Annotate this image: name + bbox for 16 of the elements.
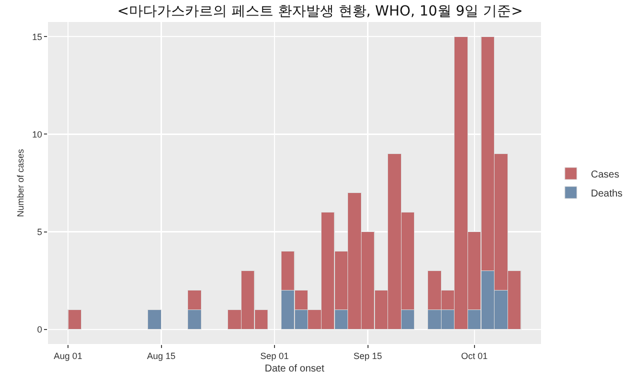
x-tick-label: Aug 01	[54, 350, 82, 361]
y-tick-label: 10	[32, 129, 42, 140]
legend-label: Cases	[590, 169, 620, 180]
y-tick-label: 0	[37, 324, 42, 335]
x-tick-label: Sep 15	[354, 350, 382, 361]
x-axis-title: Date of onset	[264, 363, 324, 374]
x-tick-label: Sep 01	[260, 350, 289, 361]
bar	[68, 310, 82, 330]
y-axis-title: Number of cases	[16, 148, 26, 218]
x-tick-label: Aug 15	[146, 350, 176, 361]
x-tick-label: Oct 01	[461, 350, 488, 361]
y-tick-label: 15	[32, 32, 42, 42]
y-tick-label: 5	[37, 226, 42, 237]
chart-title: <마다가스카르의 페스트 환자발생 현황, WHO, 10월 9일 기준>	[117, 4, 523, 20]
legend-label: Deaths	[590, 188, 623, 200]
bar	[148, 310, 162, 330]
